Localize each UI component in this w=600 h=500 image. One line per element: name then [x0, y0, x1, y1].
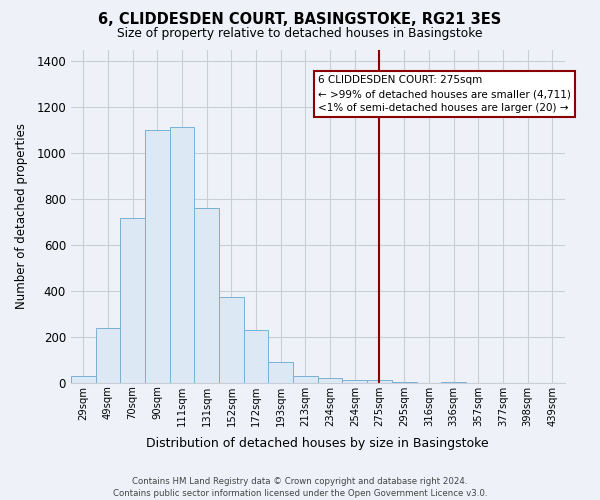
Bar [219, 296, 244, 382]
X-axis label: Distribution of detached houses by size in Basingstoke: Distribution of detached houses by size … [146, 437, 489, 450]
Bar [194, 208, 219, 382]
Bar [244, 330, 268, 382]
Text: Size of property relative to detached houses in Basingstoke: Size of property relative to detached ho… [117, 28, 483, 40]
Bar [145, 130, 170, 382]
Text: 6 CLIDDESDEN COURT: 275sqm
← >99% of detached houses are smaller (4,711)
<1% of : 6 CLIDDESDEN COURT: 275sqm ← >99% of det… [318, 75, 571, 113]
Text: Contains HM Land Registry data © Crown copyright and database right 2024.
Contai: Contains HM Land Registry data © Crown c… [113, 476, 487, 498]
Bar [95, 328, 121, 382]
Bar [268, 362, 293, 382]
Bar [318, 378, 343, 382]
Bar [121, 218, 145, 382]
Bar [367, 380, 392, 382]
Text: 6, CLIDDESDEN COURT, BASINGSTOKE, RG21 3ES: 6, CLIDDESDEN COURT, BASINGSTOKE, RG21 3… [98, 12, 502, 28]
Y-axis label: Number of detached properties: Number of detached properties [15, 124, 28, 310]
Bar [293, 376, 318, 382]
Bar [170, 127, 194, 382]
Bar [71, 376, 95, 382]
Bar [343, 380, 367, 382]
